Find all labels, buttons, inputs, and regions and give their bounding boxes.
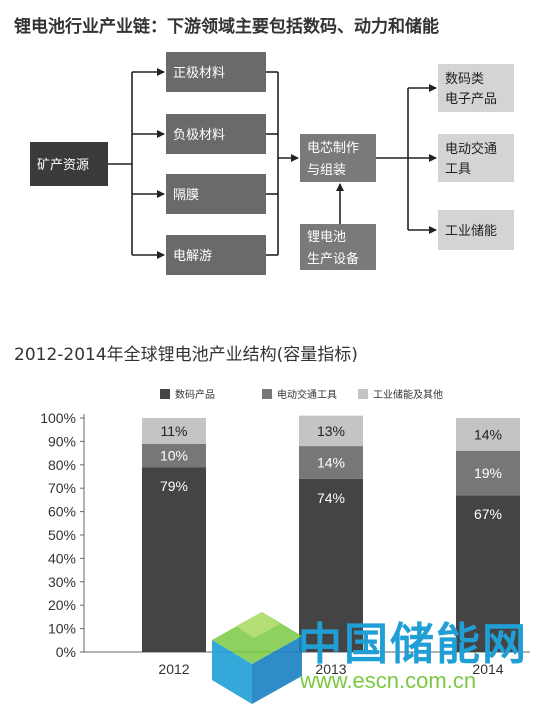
box-output-0-label: 电子产品 xyxy=(445,92,497,107)
bar-segment xyxy=(142,418,206,444)
y-tick-label: 60% xyxy=(48,504,76,520)
watermark-url: www.escn.com.cn xyxy=(300,668,477,693)
box-output-1-box xyxy=(438,134,514,182)
box-source-label: 矿产资源 xyxy=(37,158,89,173)
legend-label: 工业储能及其他 xyxy=(373,388,443,401)
x-axis-labels: 2012 2013 2014 xyxy=(158,661,503,677)
y-tick-label: 70% xyxy=(48,480,76,496)
box-output-1: 电动交通工具 xyxy=(438,134,514,182)
box-output-1-label: 工具 xyxy=(445,162,471,177)
bar-segment xyxy=(456,450,520,496)
y-axis: 0% 10% 20% 30% 40% 50% 60% 70% 80% 90% 100% xyxy=(40,410,530,660)
bar-data-label: 67% xyxy=(474,506,502,522)
x-tick-label: 2014 xyxy=(472,661,503,677)
box-material-2-label: 隔膜 xyxy=(173,188,199,203)
y-tick-label: 50% xyxy=(48,527,76,543)
box-material-3-label: 电解游 xyxy=(173,249,212,264)
box-output-2-box xyxy=(438,210,514,250)
bar-data-label: 19% xyxy=(474,465,502,481)
bar-data-label: 11% xyxy=(161,423,188,439)
bar-data-label: 79% xyxy=(160,478,188,494)
box-material-0-label: 正极材料 xyxy=(173,66,225,81)
y-tick-label: 40% xyxy=(48,550,76,566)
bars: 79% 10% 11% 74% 14% 13% 67% 19% 14% xyxy=(142,415,520,652)
box-assembly-label: 电芯制作 xyxy=(307,141,359,156)
box-material-2-box xyxy=(166,174,266,214)
box-material-0: 正极材料 xyxy=(166,52,266,92)
legend-swatch xyxy=(160,389,170,399)
box-assembly-box xyxy=(300,134,376,182)
connector-lines xyxy=(108,68,437,259)
box-output-0-label: 数码类 xyxy=(445,72,484,87)
chart-title: 2012-2014年全球锂电池产业结构(容量指标) xyxy=(14,345,358,365)
legend-label: 数码产品 xyxy=(175,388,215,401)
bar-segment xyxy=(142,467,206,652)
watermark-name: 中国储能网 xyxy=(298,619,528,670)
box-source-box xyxy=(30,142,108,186)
bar-segment xyxy=(299,478,363,652)
box-material-0-box xyxy=(166,52,266,92)
box-assembly-label: 与组装 xyxy=(307,163,346,178)
box-equipment-label: 生产设备 xyxy=(307,251,359,267)
y-tick-label: 90% xyxy=(48,433,76,449)
box-source: 矿产资源 xyxy=(30,142,108,186)
chart-legend: 数码产品 电动交通工具 工业储能及其他 xyxy=(160,388,443,401)
bar-data-label: 10% xyxy=(160,447,188,463)
x-tick-label: 2012 xyxy=(158,661,189,677)
y-tick-label: 0% xyxy=(56,644,76,660)
bar-data-label: 74% xyxy=(317,490,345,506)
box-equipment-label: 锂电池 xyxy=(307,230,346,245)
bar-segment xyxy=(299,415,363,447)
box-material-1-box xyxy=(166,114,266,154)
y-tick-label: 30% xyxy=(48,574,76,590)
legend-label: 电动交通工具 xyxy=(277,388,337,401)
box-output-1-label: 电动交通 xyxy=(445,141,497,157)
box-output-0-box xyxy=(438,64,514,112)
y-tick-label: 20% xyxy=(48,597,76,613)
legend-swatch xyxy=(358,389,368,399)
box-equipment-box xyxy=(300,224,376,270)
box-material-2: 隔膜 xyxy=(166,174,266,214)
y-tick-label: 100% xyxy=(40,410,76,426)
bar-segment xyxy=(299,446,363,479)
bar-segment xyxy=(456,418,520,451)
bar-data-label: 14% xyxy=(474,426,502,442)
y-tick-label: 10% xyxy=(48,621,76,637)
box-output-2: 工业储能 xyxy=(438,210,514,250)
box-material-3: 电解游 xyxy=(166,235,266,275)
diagram-title: 锂电池行业产业链：下游领域主要包括数码、动力和储能 xyxy=(14,17,439,37)
bar-segment xyxy=(456,495,520,652)
box-material-1: 负极材料 xyxy=(166,114,266,154)
box-material-1-label: 负极材料 xyxy=(173,128,225,143)
bar-data-label: 14% xyxy=(317,454,345,470)
bar-segment xyxy=(142,443,206,468)
legend-swatch xyxy=(262,389,272,399)
x-tick-label: 2013 xyxy=(315,661,346,677)
bar-data-label: 13% xyxy=(317,423,345,439)
box-material-3-box xyxy=(166,235,266,275)
y-tick-label: 80% xyxy=(48,457,76,473)
box-output-2-label: 工业储能 xyxy=(445,224,497,239)
